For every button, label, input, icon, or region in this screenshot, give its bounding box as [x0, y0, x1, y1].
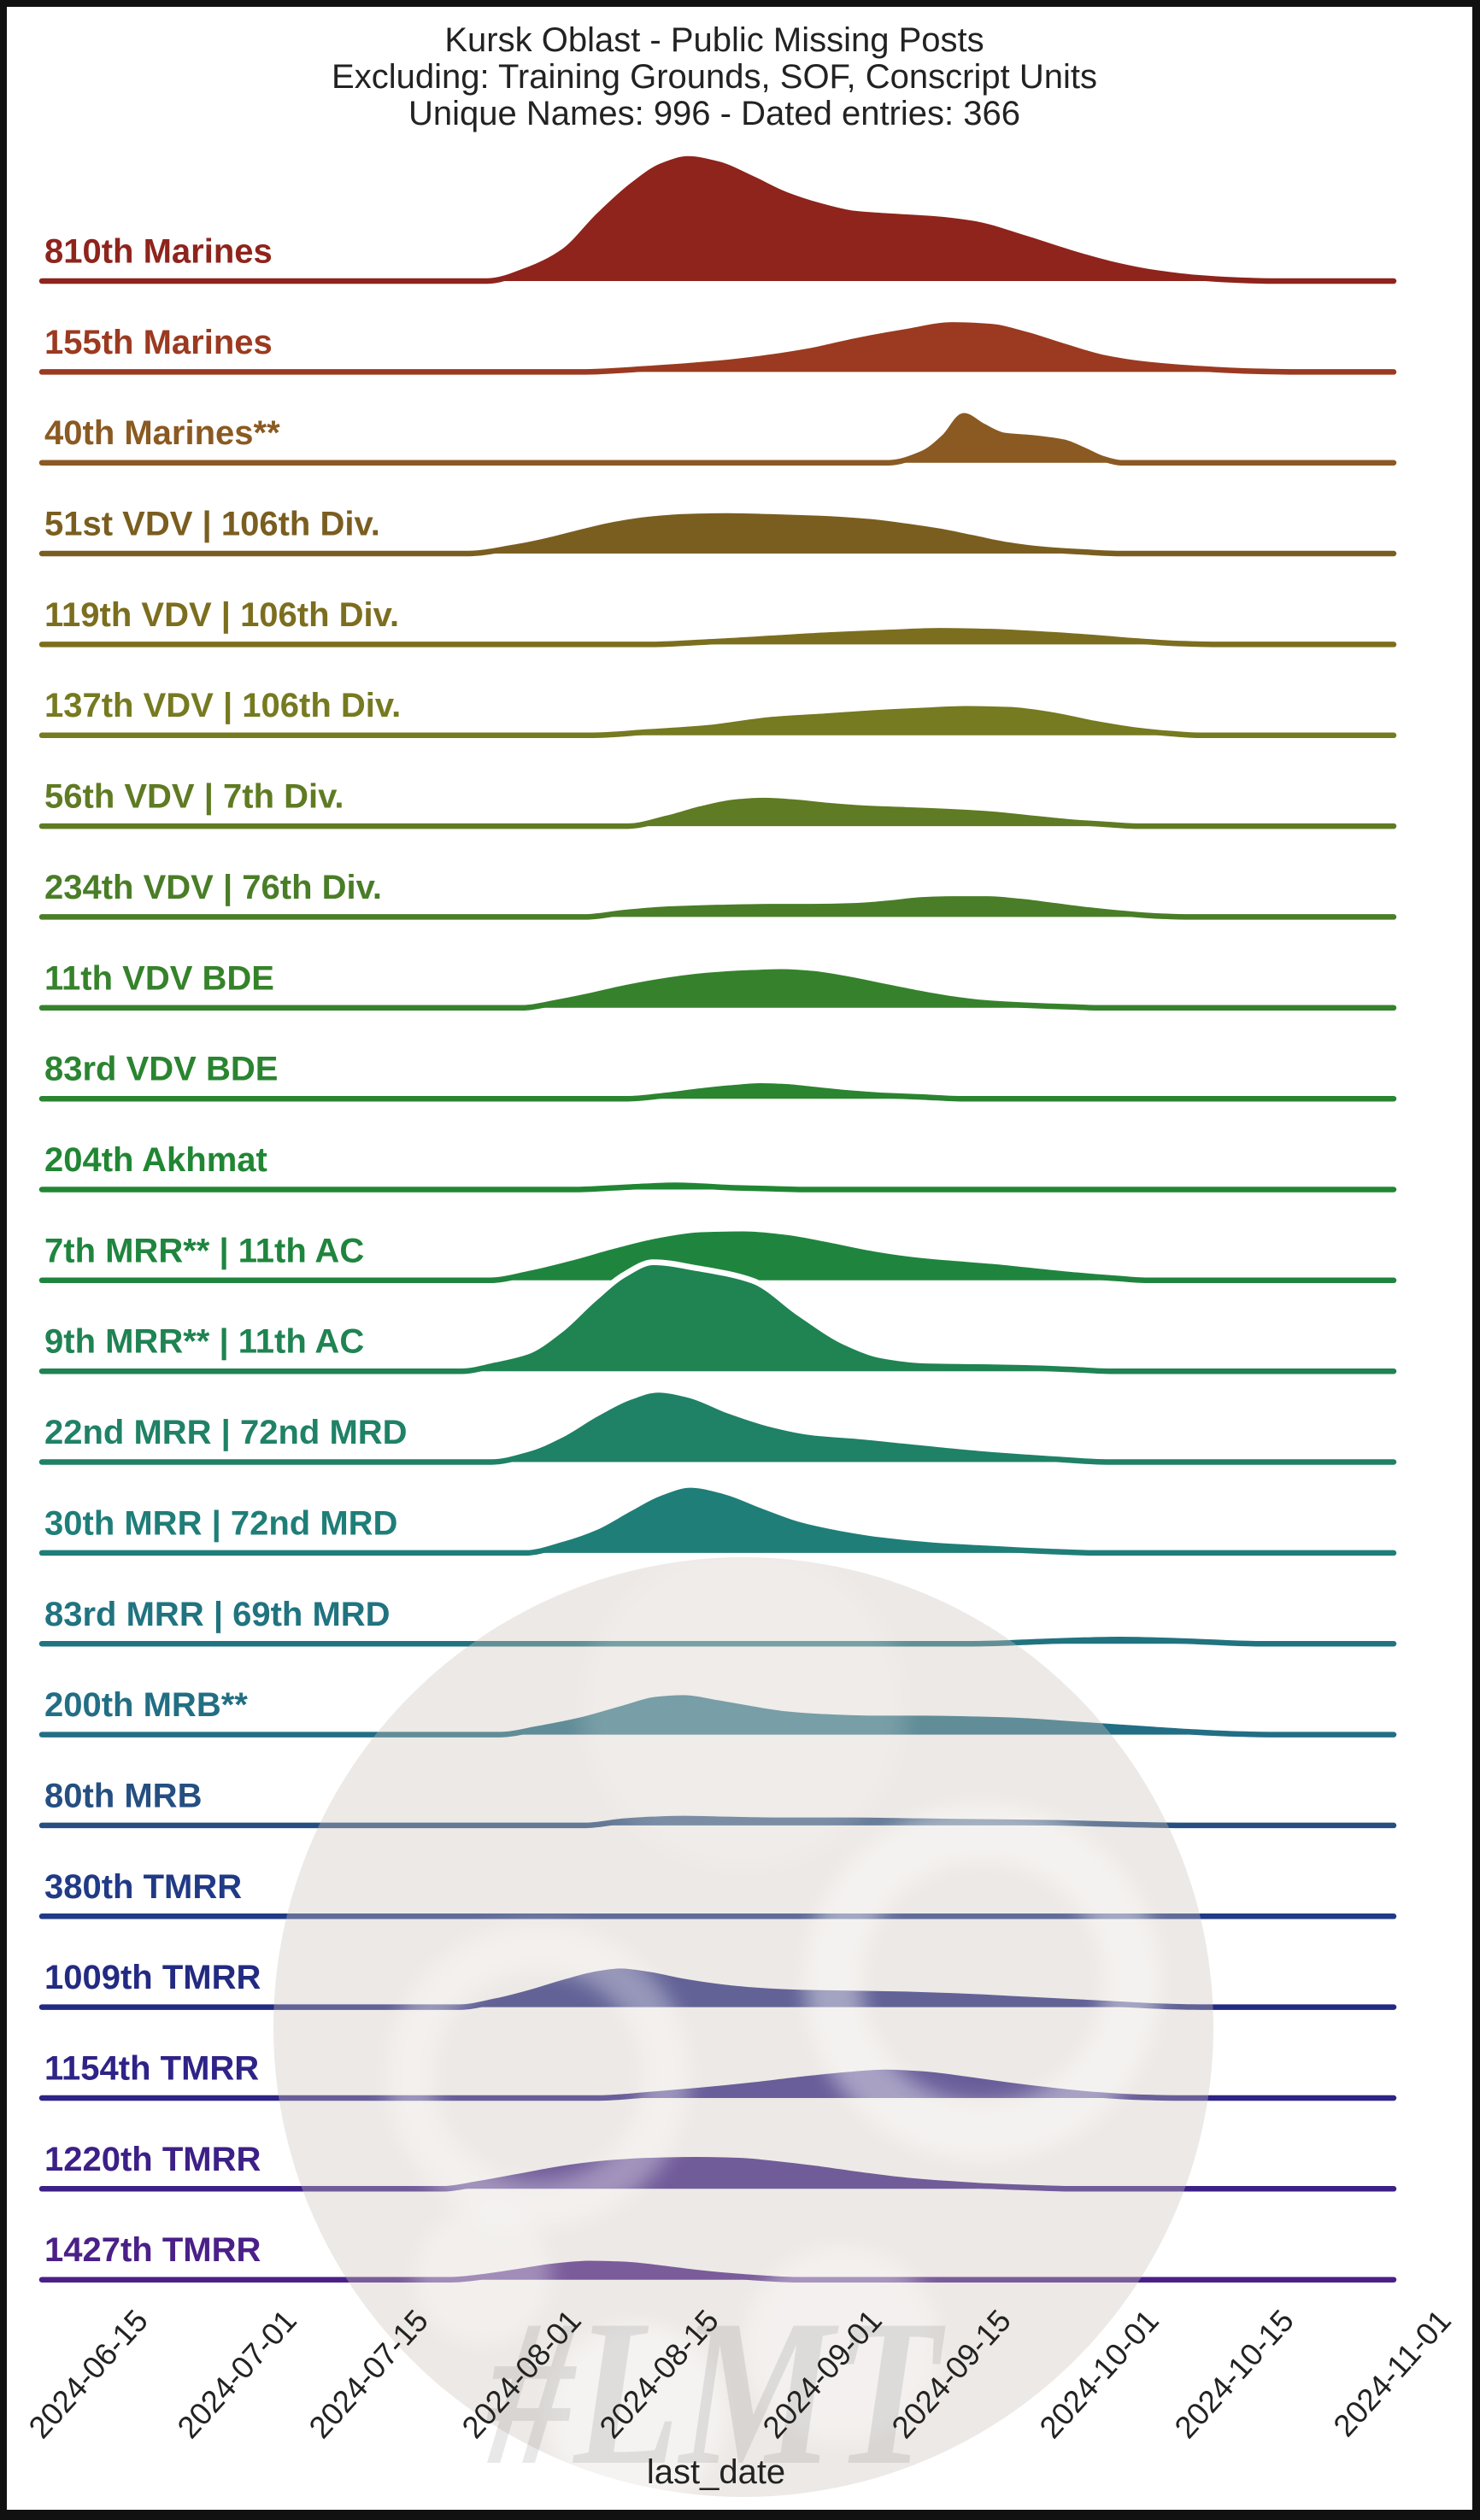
svg-text:#LMT: #LMT: [486, 2277, 946, 2508]
svg-text:last_date: last_date: [647, 2453, 785, 2491]
svg-text:22nd MRR | 72nd MRD: 22nd MRR | 72nd MRD: [44, 1414, 408, 1451]
svg-text:9th MRR** | 11th AC: 9th MRR** | 11th AC: [44, 1323, 364, 1361]
svg-text:119th VDV | 106th Div.: 119th VDV | 106th Div.: [44, 596, 399, 634]
svg-text:56th VDV | 7th Div.: 56th VDV | 7th Div.: [44, 778, 344, 816]
svg-text:1009th TMRR: 1009th TMRR: [44, 1959, 261, 1996]
svg-text:83rd MRR | 69th MRD: 83rd MRR | 69th MRD: [44, 1596, 391, 1633]
svg-text:7th MRR** | 11th AC: 7th MRR** | 11th AC: [44, 1232, 364, 1269]
svg-text:83rd VDV BDE: 83rd VDV BDE: [44, 1051, 278, 1088]
svg-text:1154th TMRR: 1154th TMRR: [44, 2050, 259, 2088]
svg-text:80th MRB: 80th MRB: [44, 1777, 202, 1814]
svg-text:200th MRB**: 200th MRB**: [44, 1686, 248, 1724]
svg-text:234th VDV | 76th Div.: 234th VDV | 76th Div.: [44, 869, 382, 906]
svg-text:11th VDV BDE: 11th VDV BDE: [44, 959, 274, 997]
svg-text:204th Akhmat: 204th Akhmat: [44, 1141, 267, 1179]
svg-text:155th Marines: 155th Marines: [44, 324, 273, 361]
svg-text:137th VDV | 106th Div.: 137th VDV | 106th Div.: [44, 687, 401, 724]
svg-text:30th MRR | 72nd MRD: 30th MRR | 72nd MRD: [44, 1504, 397, 1542]
svg-text:40th Marines**: 40th Marines**: [44, 414, 280, 452]
svg-text:Unique Names: 996 - Dated entr: Unique Names: 996 - Dated entries: 366: [408, 95, 1020, 132]
svg-text:1220th TMRR: 1220th TMRR: [44, 2141, 261, 2178]
svg-text:810th Marines: 810th Marines: [44, 233, 273, 271]
svg-text:51st VDV | 106th Div.: 51st VDV | 106th Div.: [44, 506, 380, 543]
svg-text:Kursk Oblast - Public Missing: Kursk Oblast - Public Missing Posts: [444, 21, 984, 59]
svg-text:380th TMRR: 380th TMRR: [44, 1868, 242, 1906]
svg-text:Excluding: Training Grounds, S: Excluding: Training Grounds, SOF, Conscr…: [332, 58, 1097, 96]
svg-text:1427th TMRR: 1427th TMRR: [44, 2231, 261, 2269]
